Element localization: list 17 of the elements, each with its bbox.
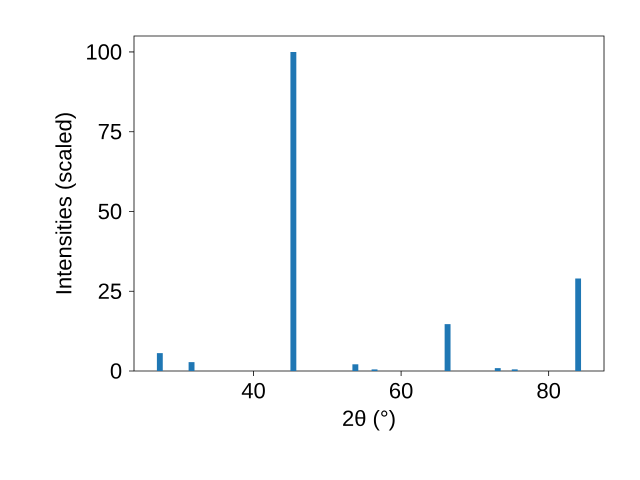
bar [290, 52, 296, 371]
bar [494, 368, 501, 371]
x-tick-label: 80 [537, 382, 560, 398]
x-tick-label: 60 [390, 382, 412, 398]
bar [575, 278, 582, 371]
bar [444, 324, 451, 371]
bar [352, 364, 358, 371]
bar [188, 362, 195, 371]
y-tick-label: 25 [98, 283, 122, 300]
y-axis-title: Intensities (scaled) [55, 113, 76, 294]
y-tick-label: 0 [110, 363, 122, 379]
x-axis-title: 2θ (°) [343, 410, 395, 430]
y-tick-label: 50 [98, 204, 122, 220]
y-tick-label: 75 [98, 124, 122, 140]
x-tick-label: 40 [242, 382, 265, 398]
bar [156, 353, 163, 371]
y-tick-label: 100 [87, 44, 122, 60]
